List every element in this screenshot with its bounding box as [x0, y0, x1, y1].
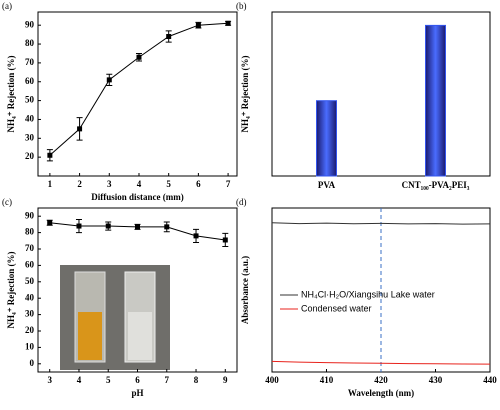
x-tick-label: 3: [47, 375, 52, 385]
marker: [164, 224, 170, 230]
line: [271, 360, 491, 365]
marker: [47, 220, 53, 226]
y-tick-label: 30: [25, 132, 35, 142]
y-axis-label: NH₄⁺ Rejection (%): [6, 56, 16, 133]
x-tick-label: 430: [429, 375, 443, 385]
x-tick-label: 3: [107, 179, 112, 189]
line: [49, 22, 229, 156]
marker: [47, 152, 53, 158]
x-tick-label: 400: [265, 375, 279, 385]
y-tick-label: 40: [25, 114, 35, 124]
marker: [195, 22, 201, 28]
y-tick-label: 10: [25, 341, 35, 351]
y-tick-label: 20: [25, 325, 35, 335]
x-axis-label: Diffusion distance (mm): [91, 192, 184, 202]
y-tick-label: 60: [25, 259, 35, 269]
x-tick-label: 7: [226, 179, 231, 189]
x-tick-label: 7: [165, 375, 170, 385]
legend-label: NH₄Cl·H₂O/Xiangsihu Lake water: [301, 289, 435, 299]
y-tick-label: 0: [30, 358, 35, 368]
x-tick-label: 4: [137, 179, 142, 189]
panel-label: (c): [2, 197, 12, 207]
y-tick-label: 40: [25, 292, 35, 302]
plot-frame: [271, 11, 491, 177]
y-tick-label: 90: [25, 210, 35, 220]
x-tick-label: 2: [77, 179, 82, 189]
marker: [166, 34, 172, 40]
marker: [105, 223, 111, 229]
marker: [193, 233, 199, 239]
y-tick-label: 20: [25, 151, 35, 161]
y-tick-label: 70: [25, 57, 35, 67]
legend-label: Condensed water: [301, 303, 372, 313]
y-axis-label: NH₄⁺ Rejection (%): [240, 56, 250, 133]
y-tick-label: 50: [25, 95, 35, 105]
x-tick-label: 420: [374, 375, 388, 385]
inset-photo: [60, 265, 170, 370]
panel-label: (b): [236, 1, 247, 11]
x-tick-label: 5: [166, 179, 171, 189]
x-tick-label: 1: [48, 179, 53, 189]
y-tick-label: 60: [25, 76, 35, 86]
y-tick-label: 90: [25, 19, 35, 29]
marker: [77, 126, 83, 132]
x-tick-label: 4: [77, 375, 82, 385]
marker: [135, 224, 140, 230]
y-axis-label: Absorbance (a.u.): [240, 256, 250, 324]
x-tick-label: 440: [483, 375, 497, 385]
marker: [225, 20, 231, 26]
marker: [222, 237, 228, 243]
y-tick-label: 70: [25, 243, 35, 253]
x-tick-label: 6: [135, 375, 140, 385]
x-axis-label: pH: [131, 388, 143, 398]
panel-label: (d): [236, 197, 247, 207]
y-tick-label: 50: [25, 276, 35, 286]
plot-frame: [37, 11, 238, 177]
marker: [76, 223, 82, 229]
panel-label: (a): [2, 1, 12, 11]
line: [271, 222, 491, 225]
y-axis-label: NH₄⁺ Rejection (%): [6, 252, 16, 329]
x-tick-label: PVA: [318, 180, 336, 190]
x-axis-label: Wavelength (nm): [348, 388, 414, 398]
x-tick-label: 8: [194, 375, 199, 385]
y-tick-label: 80: [25, 227, 35, 237]
bar: [316, 100, 337, 177]
bar: [425, 24, 446, 177]
marker: [106, 77, 112, 83]
y-tick-label: 80: [25, 38, 35, 48]
x-tick-label: CNT₁₀₀-PVA₂PEI₃: [402, 180, 470, 190]
x-tick-label: 410: [320, 375, 334, 385]
x-tick-label: 9: [223, 375, 228, 385]
x-tick-label: 5: [106, 375, 111, 385]
marker: [136, 54, 142, 60]
y-tick-label: 30: [25, 309, 35, 319]
x-tick-label: 6: [196, 179, 201, 189]
